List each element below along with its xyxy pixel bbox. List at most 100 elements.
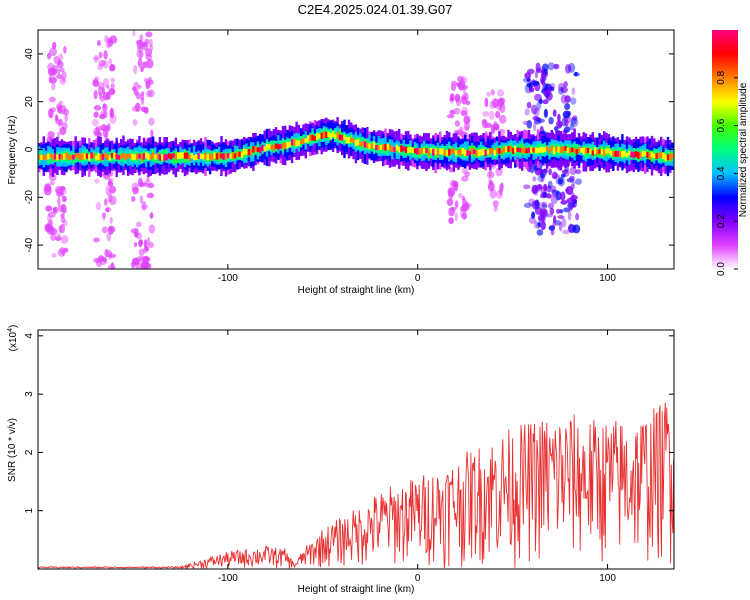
heatmap-cell <box>131 153 134 161</box>
heatmap-cell <box>139 195 144 204</box>
heatmap-cell <box>249 148 253 156</box>
heatmap-cell <box>148 224 156 234</box>
heatmap-cell <box>432 148 435 156</box>
heatmap-cell <box>130 228 138 234</box>
heatmap-cell <box>388 144 392 152</box>
heatmap-cell <box>564 146 567 151</box>
heatmap-cell <box>495 111 500 119</box>
heatmap-cell <box>491 148 494 154</box>
heatmap-cell <box>573 148 576 154</box>
heatmap-cell <box>462 210 467 221</box>
heatmap-cell <box>541 147 544 153</box>
heatmap-cell <box>92 79 99 85</box>
heatmap-cell <box>145 48 153 57</box>
heatmap-cell <box>493 206 498 212</box>
heatmap-cell <box>532 176 537 182</box>
heatmap-cell <box>136 221 142 227</box>
heatmap-cell <box>59 126 67 136</box>
heatmap-cell <box>165 154 168 161</box>
heatmap-cell <box>51 154 55 161</box>
colorbar-label: Normalized spectral amplitude <box>738 82 749 217</box>
heatmap-cell <box>570 97 577 105</box>
heatmap-cell <box>662 152 665 160</box>
heatmap-cell <box>138 248 145 257</box>
heatmap-cell <box>107 181 114 187</box>
heatmap-cell <box>108 39 113 47</box>
heatmap-cell <box>245 149 248 155</box>
heatmap-cell <box>336 131 339 139</box>
heatmap-cell <box>537 184 542 190</box>
heatmap-cell <box>547 202 555 209</box>
heatmap-cell <box>302 138 305 144</box>
heatmap-cell <box>427 150 430 156</box>
heatmap-cell <box>486 171 495 179</box>
heatmap-cell <box>104 152 107 158</box>
heatmap-cell <box>561 217 567 228</box>
heatmap-cell <box>534 199 540 210</box>
heatmap-cell <box>531 200 540 210</box>
colorbar-tick-label: 0.0 <box>716 262 727 276</box>
heatmap-cell <box>268 144 271 150</box>
spectrogram-y-axis-label: Frequency (Hz) <box>7 116 18 185</box>
heatmap-cell <box>222 153 225 160</box>
heatmap-cell <box>564 119 569 127</box>
heatmap-cell <box>341 135 344 141</box>
colorbar-tick-label: 0.4 <box>716 166 727 180</box>
heatmap-cell <box>492 200 499 208</box>
y-tick-label: 20 <box>24 96 35 108</box>
colorbar-tick-label: 0.6 <box>716 118 727 132</box>
heatmap-cell <box>541 72 546 79</box>
heatmap-cell <box>450 149 453 155</box>
heatmap-cell <box>560 191 566 201</box>
heatmap-cell <box>543 146 547 153</box>
heatmap-cell <box>146 192 155 199</box>
heatmap-cell <box>454 120 461 127</box>
heatmap-cell <box>252 146 255 153</box>
heatmap-cell <box>568 223 573 234</box>
heatmap-cell <box>74 153 77 159</box>
x-tick-label: 100 <box>599 573 616 584</box>
heatmap-cell <box>149 154 152 160</box>
heatmap-cell <box>101 212 107 219</box>
heatmap-cell <box>170 153 173 160</box>
heatmap-cell <box>533 220 538 229</box>
heatmap-cell <box>546 213 553 218</box>
heatmap-cell <box>147 153 150 160</box>
x-tick-label: -100 <box>218 273 238 284</box>
heatmap-cell <box>402 146 405 157</box>
y-tick-label: 4 <box>24 333 35 339</box>
heatmap-cell <box>539 173 546 179</box>
heatmap-cell <box>140 261 146 269</box>
figure-title: C2E4.2025.024.01.39.G07 <box>298 2 453 17</box>
heatmap-cell <box>108 172 113 177</box>
heatmap-cell <box>108 253 117 259</box>
heatmap-cell <box>256 147 260 152</box>
heatmap-cell <box>569 122 574 131</box>
heatmap-cell <box>540 191 547 196</box>
heatmap-cell <box>110 83 115 89</box>
heatmap-cell <box>495 124 500 131</box>
heatmap-cell <box>102 128 109 138</box>
heatmap-cell <box>137 177 143 186</box>
heatmap-cell <box>540 220 546 231</box>
heatmap-cell <box>548 168 552 176</box>
heatmap-cell <box>530 147 533 154</box>
heatmap-cell <box>555 146 558 153</box>
heatmap-cell <box>279 144 282 149</box>
heatmap-cell <box>139 239 143 246</box>
heatmap-cell <box>455 98 462 107</box>
heatmap-cell <box>50 228 58 236</box>
heatmap-cell <box>313 135 317 141</box>
heatmap-cell <box>497 89 505 97</box>
heatmap-cell <box>526 101 532 109</box>
heatmap-cell <box>484 97 489 108</box>
heatmap-cell <box>559 146 563 153</box>
heatmap-cell <box>461 148 465 155</box>
heatmap-cell <box>48 211 56 218</box>
heatmap-cell <box>40 155 43 161</box>
heatmap-cell <box>538 99 545 104</box>
heatmap-cell <box>108 58 113 65</box>
heatmap-cell <box>325 131 328 139</box>
heatmap-cell <box>568 62 576 73</box>
heatmap-cell <box>548 117 554 125</box>
